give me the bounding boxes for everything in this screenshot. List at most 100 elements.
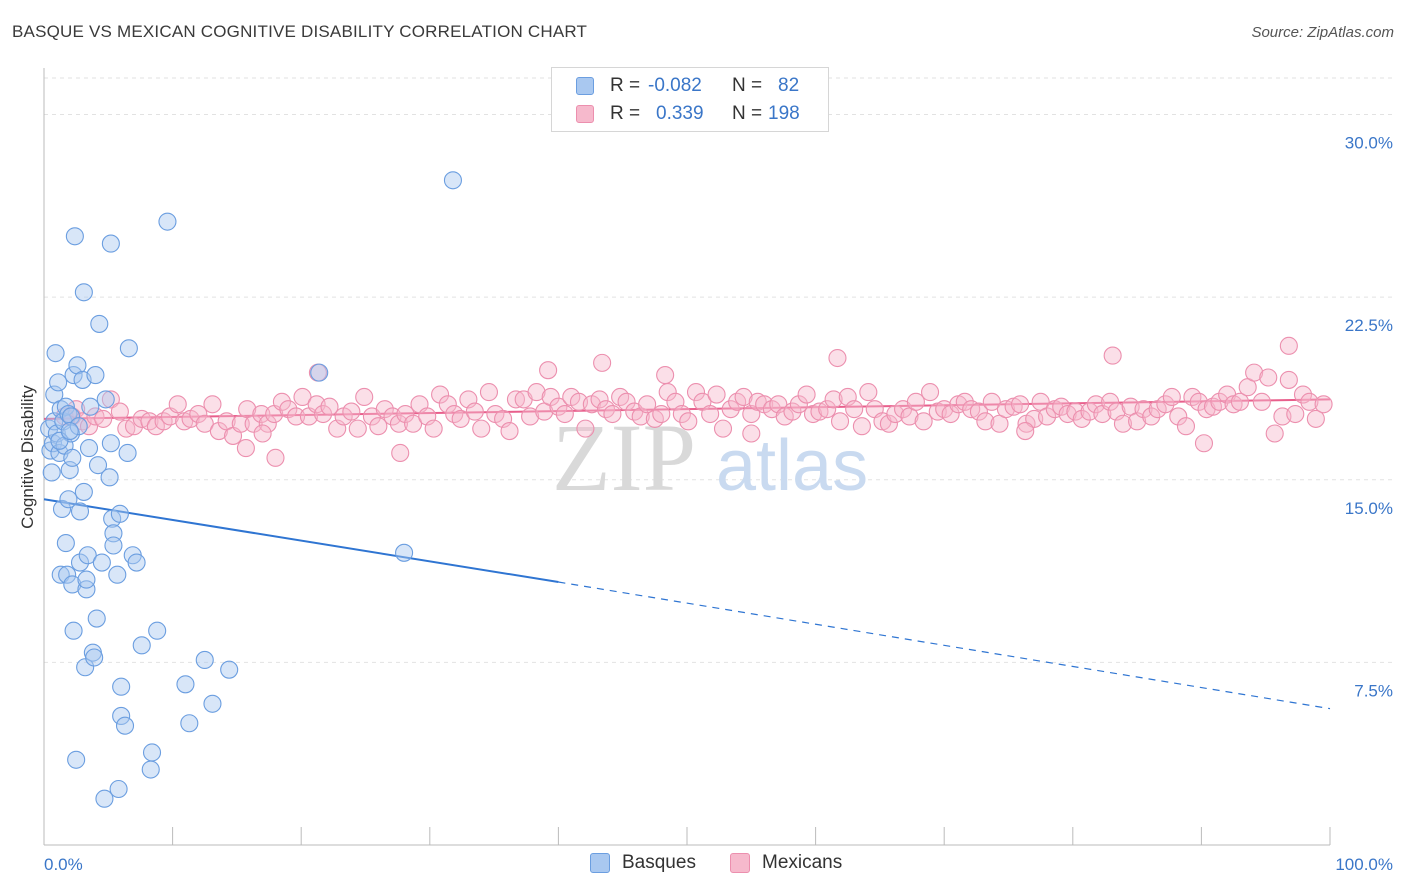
mexicans-point — [982, 392, 1001, 411]
mexicans-point — [1101, 392, 1120, 411]
mexicans-point — [438, 395, 457, 414]
basques-point — [70, 502, 90, 521]
basques-point — [220, 660, 239, 679]
legend-row-mexicans: R = 0.339 N = 198 — [552, 100, 828, 128]
mexicans-point — [1245, 363, 1264, 382]
mexicans-point — [203, 395, 222, 414]
mexicans-point — [713, 419, 733, 438]
basques-point — [56, 534, 75, 553]
basques-point — [127, 553, 146, 572]
mexicans-point — [1176, 417, 1196, 436]
mexicans-point — [955, 392, 974, 411]
mexicans-point — [266, 448, 285, 467]
basques-point — [148, 621, 167, 640]
basques-point — [69, 417, 88, 436]
mexicans-point — [1016, 422, 1035, 441]
mexicans-point — [279, 400, 298, 419]
x-tick-label-left: 0.0% — [44, 855, 83, 874]
basques-points — [40, 171, 462, 808]
mexicans-point — [1252, 392, 1271, 411]
mexicans-point — [479, 383, 499, 402]
basques-point — [90, 314, 109, 333]
basques-point — [77, 570, 96, 589]
mexicans-point — [783, 402, 802, 421]
basques-point — [118, 443, 137, 463]
mexicans-point — [1162, 387, 1181, 407]
source-label: Source: ZipAtlas.com — [1251, 24, 1394, 41]
mexicans-point — [236, 439, 255, 458]
mexicans-point — [1293, 385, 1313, 404]
mexicans-point — [672, 404, 691, 424]
watermark: ZIP atlas — [552, 404, 868, 511]
mexicans-point — [272, 392, 291, 411]
basques-point — [395, 543, 414, 562]
mexicans-point — [555, 404, 574, 424]
basques-point — [86, 366, 105, 385]
mexicans-point — [541, 387, 560, 407]
basques-point — [95, 789, 114, 808]
basques-point — [132, 636, 151, 655]
mexicans-point — [391, 443, 410, 463]
mexicans-point — [1142, 407, 1161, 426]
basques-point — [61, 407, 81, 426]
mexicans-point — [94, 409, 113, 428]
mexicans-point — [253, 424, 272, 443]
basques-point — [74, 482, 93, 501]
mexicans-point — [355, 387, 374, 407]
y-axis-label: Cognitive Disability — [18, 385, 37, 529]
basques-point — [52, 499, 72, 519]
mexicans-point — [451, 409, 470, 428]
basques-point — [67, 750, 86, 769]
mexicans-point — [79, 417, 99, 436]
basques-point — [195, 650, 214, 669]
basques-point — [112, 706, 131, 725]
mexicans-point — [348, 419, 367, 438]
mexicans-point — [679, 412, 698, 431]
mexicans-point — [1194, 434, 1214, 453]
mexicans-point — [369, 417, 388, 436]
mexicans-point — [375, 400, 394, 419]
basques-point — [119, 339, 138, 358]
mexicans-point — [879, 414, 898, 433]
mexicans-point — [590, 390, 609, 409]
mexicans-point — [1113, 414, 1133, 433]
mexicans-point — [1286, 404, 1305, 424]
basques-point — [85, 648, 104, 667]
mexicans-point — [1306, 409, 1325, 428]
mexicans-point — [189, 404, 208, 424]
mexicans-point — [914, 412, 933, 431]
mexicans-point — [976, 412, 995, 431]
mexicans-point — [506, 390, 526, 409]
mexicans-point — [244, 414, 263, 433]
basques-point — [92, 553, 111, 572]
mexicans-point — [824, 390, 843, 409]
mexicans-point — [500, 422, 519, 441]
basques-point — [63, 575, 82, 594]
mexicans-point — [404, 414, 423, 433]
mexicans-point — [1279, 370, 1298, 389]
mexicans-point — [549, 397, 568, 416]
legend-n-value: 198 — [768, 103, 800, 124]
mexicans-point — [734, 387, 753, 407]
mexicans-point — [686, 383, 706, 402]
mexicans-point — [101, 390, 120, 409]
mexicans-point — [1314, 395, 1333, 414]
mexicans-point — [209, 422, 228, 441]
mexicans-point — [168, 395, 187, 414]
legend-n-value: 82 — [778, 75, 800, 96]
mexicans-point — [576, 419, 595, 438]
mexicans-point — [1134, 400, 1153, 419]
mexicans-point — [906, 392, 925, 411]
basques-point — [60, 422, 79, 441]
tick-labels: 7.5% 15.0% 22.5% 30.0% 0.0% 100.0% — [44, 134, 1393, 874]
mexicans-point — [472, 419, 491, 438]
basques-point — [112, 677, 131, 696]
mexicans-point — [1279, 336, 1298, 355]
mexicans-point — [707, 385, 726, 404]
basques-point — [64, 366, 83, 385]
basques-point — [70, 553, 90, 572]
mexicans-swatch — [576, 105, 594, 123]
basques-point — [158, 212, 177, 231]
basques-point — [63, 448, 82, 467]
basques-point — [109, 779, 128, 799]
